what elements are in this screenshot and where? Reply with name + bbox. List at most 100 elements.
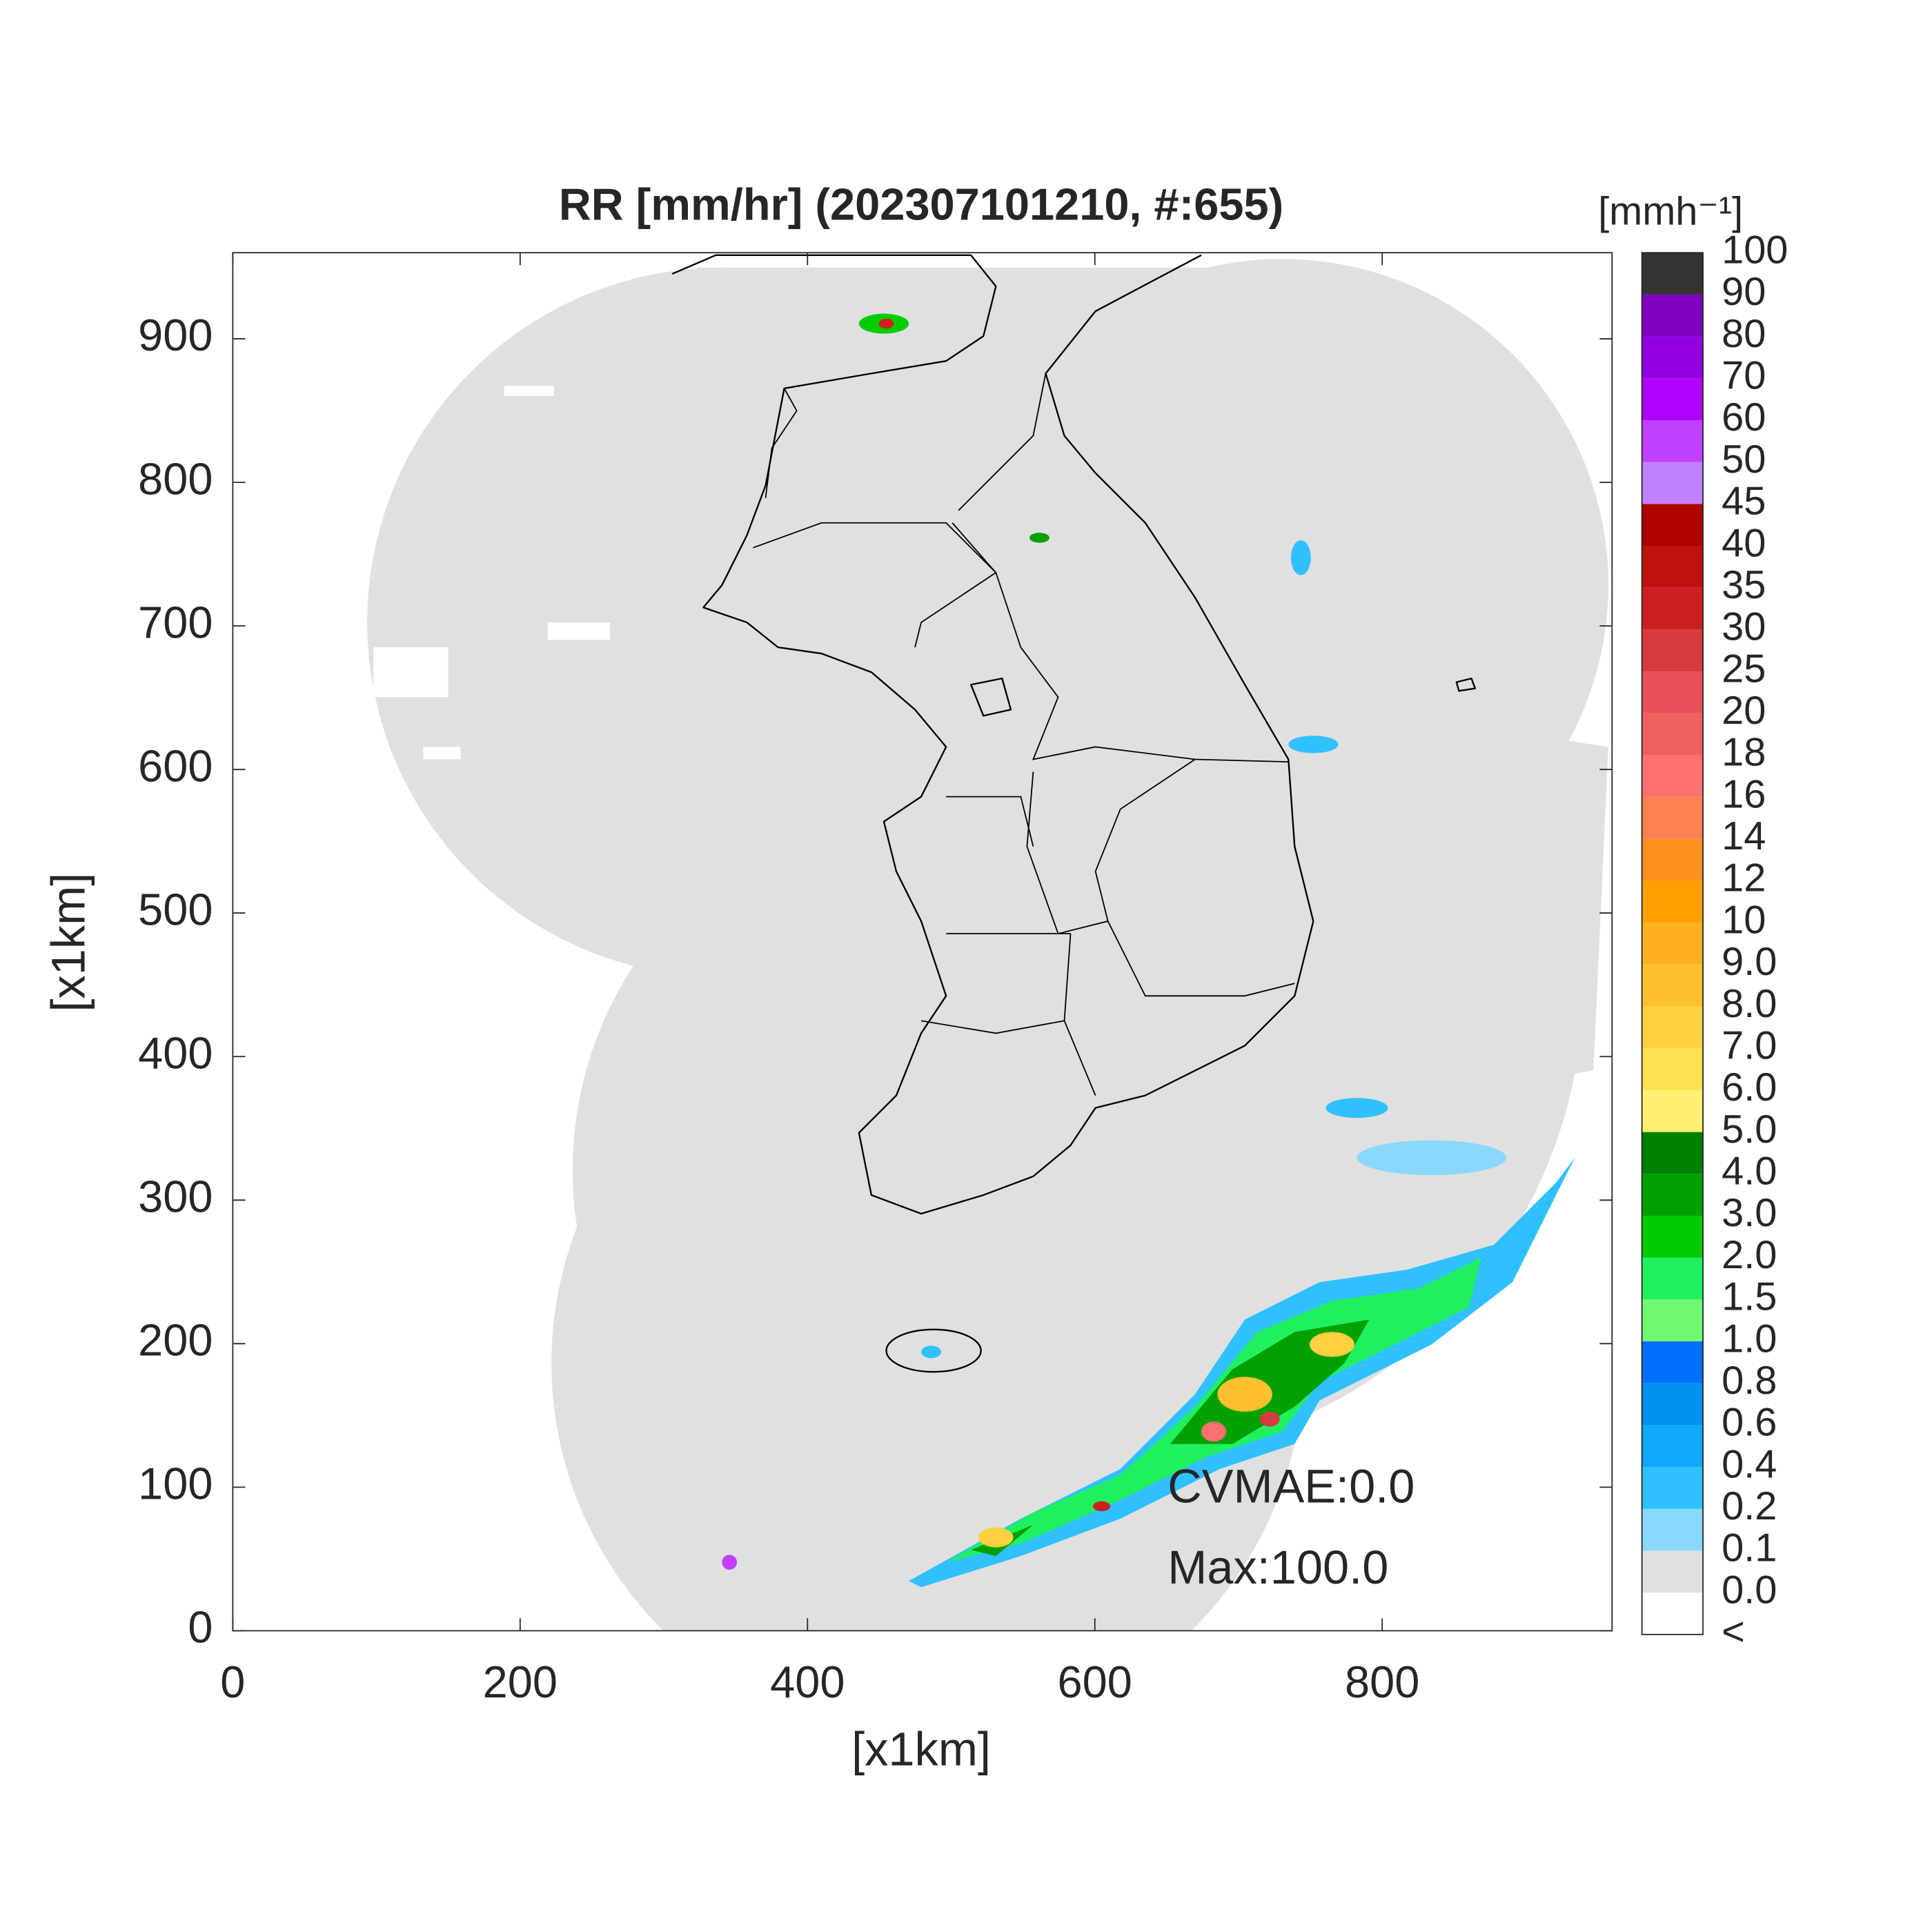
island-outlines xyxy=(970,678,1477,717)
province-borders xyxy=(753,373,1295,1096)
colorbar-tick-label: 14 xyxy=(1722,814,1766,858)
x-tick-label: 800 xyxy=(1345,1657,1419,1707)
colorbar-segment xyxy=(1642,462,1704,504)
colorbar-segment xyxy=(1642,1593,1704,1635)
colorbar-segment xyxy=(1642,378,1704,420)
colorbar-tick-label: 8.0 xyxy=(1722,982,1777,1026)
plot-frame xyxy=(232,252,1613,1632)
colorbar-tick-label: 2.0 xyxy=(1722,1233,1777,1277)
colorbar-tick-label: 30 xyxy=(1722,605,1766,649)
colorbar-segment xyxy=(1642,1425,1704,1468)
rain-echoes xyxy=(722,313,1575,1588)
colorbar-tick-label: 40 xyxy=(1722,521,1766,565)
colorbar-tick-label: 0.1 xyxy=(1722,1526,1777,1570)
annotation: Max:100.0 xyxy=(1167,1541,1388,1594)
colorbar-tick-label: 1.5 xyxy=(1722,1275,1777,1319)
colorbar-segment xyxy=(1642,671,1704,713)
x-tick-label: 600 xyxy=(1058,1657,1132,1707)
colorbar-tick-label: 0.0 xyxy=(1722,1568,1777,1612)
colorbar-tick-label: 20 xyxy=(1722,689,1766,733)
y-tick-label: 700 xyxy=(138,597,213,647)
colorbar-tick-label: 12 xyxy=(1722,856,1766,900)
colorbar-tick-label: 1.0 xyxy=(1722,1317,1777,1361)
x-tick-label: 200 xyxy=(483,1657,558,1707)
y-axis-label: [x1km] xyxy=(42,873,95,1012)
colorbar-segment xyxy=(1642,253,1704,295)
colorbar: <0.00.10.20.40.60.81.01.52.03.04.05.06.0… xyxy=(1641,228,1788,1654)
colorbar-segment xyxy=(1642,1508,1704,1551)
x-tick-label: 400 xyxy=(770,1657,845,1707)
colorbar-tick-label: 10 xyxy=(1722,898,1766,942)
colorbar-segment xyxy=(1642,1550,1704,1593)
y-tick-label: 300 xyxy=(138,1171,213,1221)
colorbar-segment xyxy=(1642,1090,1704,1132)
map-layer xyxy=(367,254,1608,1631)
colorbar-segment xyxy=(1642,755,1704,798)
colorbar-segment xyxy=(1642,1006,1704,1049)
y-tick-label: 200 xyxy=(138,1314,213,1365)
y-tick-label: 800 xyxy=(138,453,213,504)
colorbar-segment xyxy=(1642,336,1704,379)
colorbar-segment xyxy=(1642,629,1704,672)
colorbar-tick-label: 90 xyxy=(1722,270,1766,314)
no-echo-speckles xyxy=(373,386,611,760)
colorbar-label: [mmh⁻¹] xyxy=(1598,190,1743,234)
colorbar-segment xyxy=(1642,1048,1704,1090)
colorbar-tick-label: 25 xyxy=(1722,647,1766,691)
colorbar-tick-label: 5.0 xyxy=(1722,1107,1777,1152)
colorbar-segment xyxy=(1642,1383,1704,1426)
y-tick-label: 100 xyxy=(138,1459,213,1509)
y-tick-label: 400 xyxy=(138,1027,213,1078)
colorbar-tick-label: 3.0 xyxy=(1722,1191,1777,1235)
colorbar-segment xyxy=(1642,923,1704,965)
colorbar-segment xyxy=(1642,1341,1704,1383)
colorbar-tick-label: 7.0 xyxy=(1722,1023,1777,1067)
colorbar-tick-label: 100 xyxy=(1722,228,1788,272)
colorbar-segment xyxy=(1642,420,1704,462)
colorbar-tick-label: < xyxy=(1722,1610,1745,1654)
colorbar-segment xyxy=(1642,1467,1704,1509)
colorbar-segment xyxy=(1642,504,1704,546)
colorbar-segment xyxy=(1642,1299,1704,1342)
colorbar-tick-label: 6.0 xyxy=(1722,1065,1777,1110)
y-tick-label: 600 xyxy=(138,740,213,791)
colorbar-tick-label: 0.6 xyxy=(1722,1401,1777,1445)
chart-title: RR [mm/hr] (202307101210, #:655) xyxy=(559,179,1283,229)
colorbar-tick-label: 35 xyxy=(1722,563,1766,607)
x-tick-label: 0 xyxy=(220,1657,245,1707)
colorbar-segment xyxy=(1642,587,1704,630)
colorbar-segment xyxy=(1642,880,1704,923)
colorbar-tick-label: 16 xyxy=(1722,772,1766,816)
colorbar-tick-label: 80 xyxy=(1722,312,1766,356)
colorbar-segment xyxy=(1642,546,1704,588)
colorbar-tick-label: 0.4 xyxy=(1722,1442,1777,1486)
colorbar-segment xyxy=(1642,294,1704,337)
colorbar-tick-label: 45 xyxy=(1722,480,1766,524)
annotation: CVMAE:0.0 xyxy=(1167,1460,1414,1513)
colorbar-tick-label: 50 xyxy=(1722,437,1766,482)
colorbar-tick-label: 60 xyxy=(1722,395,1766,440)
colorbar-tick-label: 18 xyxy=(1722,731,1766,775)
colorbar-segment xyxy=(1642,797,1704,839)
jeju-outline xyxy=(885,1328,982,1373)
colorbar-frame xyxy=(1641,252,1704,1635)
y-tick-label: 0 xyxy=(188,1602,213,1653)
colorbar-segment xyxy=(1642,1174,1704,1216)
colorbar-tick-label: 9.0 xyxy=(1722,940,1777,984)
colorbar-segment xyxy=(1642,1132,1704,1174)
colorbar-segment xyxy=(1642,1215,1704,1258)
y-tick-label: 500 xyxy=(138,884,213,934)
colorbar-segment xyxy=(1642,838,1704,881)
colorbar-tick-label: 0.8 xyxy=(1722,1359,1777,1403)
colorbar-segment xyxy=(1642,713,1704,756)
colorbar-tick-label: 0.2 xyxy=(1722,1484,1777,1528)
colorbar-tick-label: 4.0 xyxy=(1722,1150,1777,1194)
colorbar-segment xyxy=(1642,1257,1704,1300)
y-tick-label: 900 xyxy=(138,310,213,360)
colorbar-segment xyxy=(1642,964,1704,1007)
colorbar-tick-label: 70 xyxy=(1722,354,1766,398)
x-axis-label: [x1km] xyxy=(851,1722,991,1775)
radar-coverage xyxy=(367,259,1608,1631)
